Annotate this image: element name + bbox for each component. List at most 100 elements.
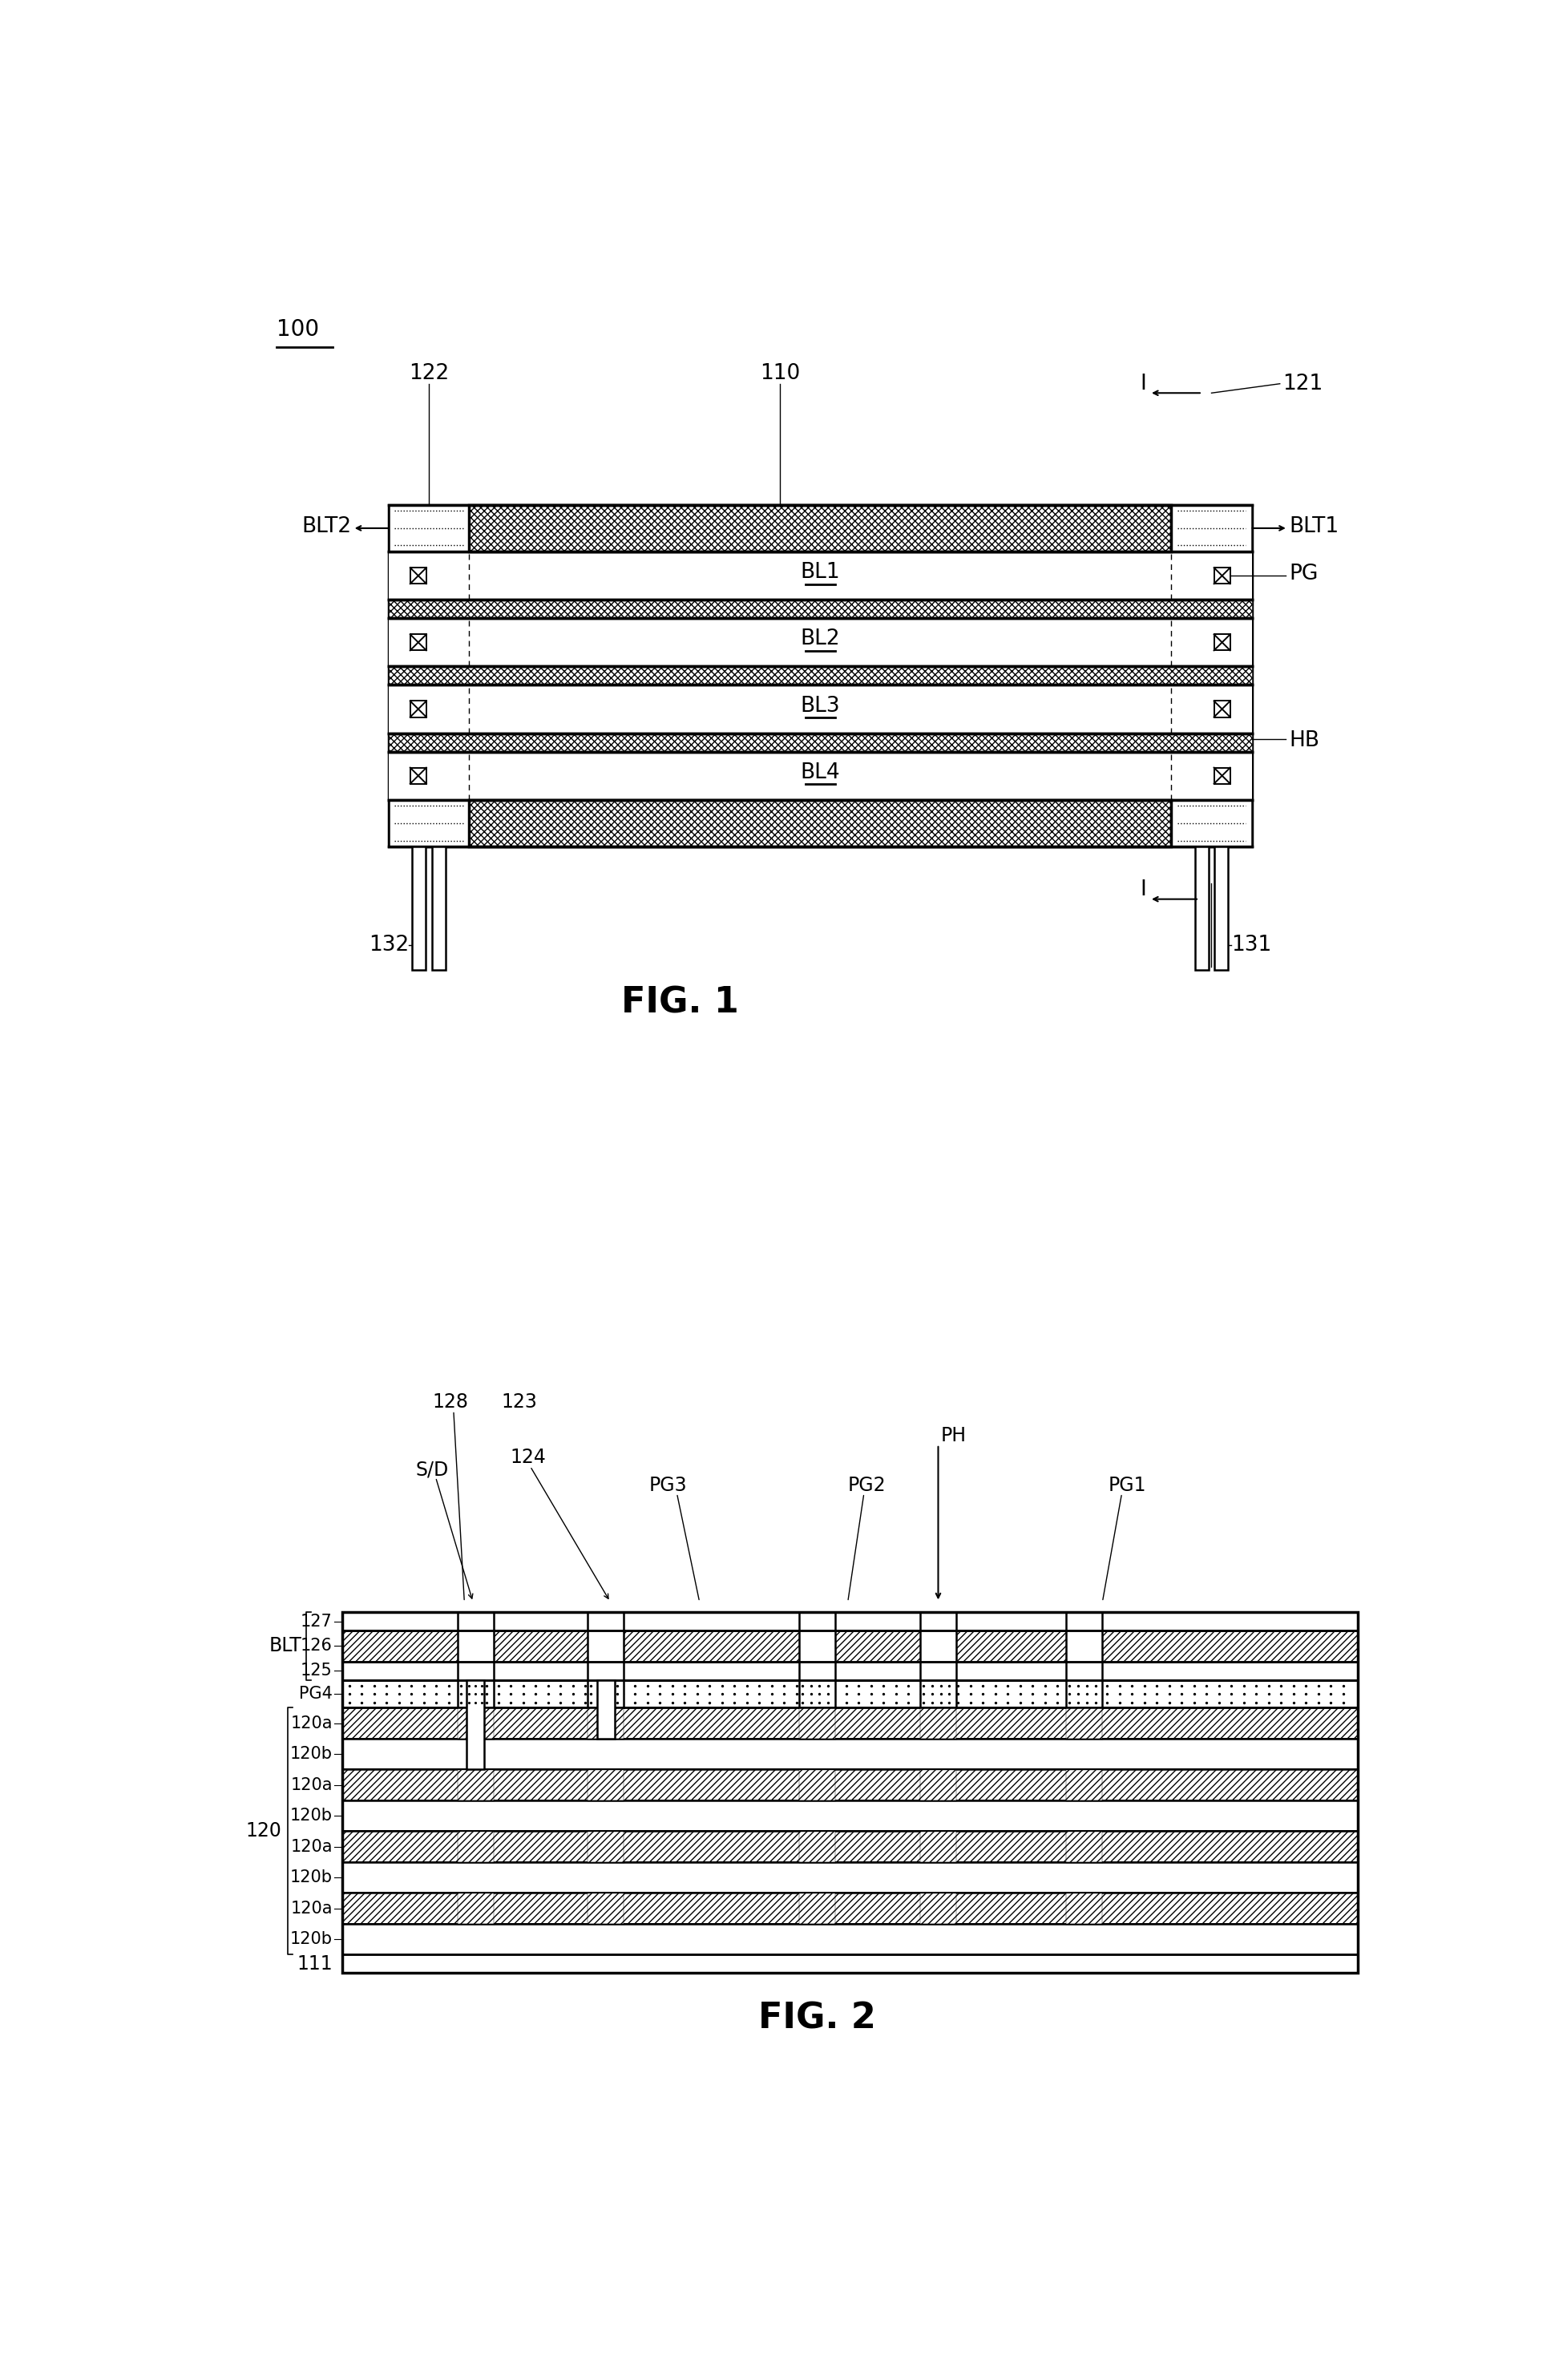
Bar <box>389 600 1252 619</box>
Bar <box>342 1892 1357 1923</box>
Bar <box>799 1709 835 1740</box>
Bar <box>597 1680 614 1740</box>
Bar <box>342 1611 1357 1630</box>
Bar <box>342 1611 1357 1973</box>
Bar <box>389 505 469 552</box>
Bar <box>412 847 426 971</box>
Bar <box>469 800 1171 847</box>
Bar <box>342 1954 1357 1973</box>
Bar <box>342 1680 1357 1709</box>
Text: 124: 124 <box>511 1447 547 1466</box>
Bar <box>1214 769 1230 783</box>
Bar <box>799 1768 835 1799</box>
Bar <box>389 685 1252 733</box>
Text: I: I <box>1139 881 1147 900</box>
Text: PH: PH <box>940 1426 967 1445</box>
Text: PG: PG <box>1290 564 1318 583</box>
Bar <box>411 635 426 650</box>
Text: FIG. 2: FIG. 2 <box>758 2002 876 2035</box>
Bar <box>469 505 1171 552</box>
Bar <box>342 1661 1357 1680</box>
Text: BLT2: BLT2 <box>301 516 351 538</box>
Text: 128: 128 <box>432 1392 469 1411</box>
Text: BL3: BL3 <box>801 695 840 716</box>
Bar <box>920 1709 956 1740</box>
Text: 123: 123 <box>501 1392 537 1411</box>
Bar <box>920 1768 956 1799</box>
Bar <box>458 1768 494 1799</box>
Bar <box>342 1861 1357 1892</box>
Bar <box>389 619 1252 666</box>
Text: 120b: 120b <box>290 1930 332 1947</box>
Text: 126: 126 <box>301 1637 332 1654</box>
Text: 120: 120 <box>246 1821 282 1840</box>
Text: 120a: 120a <box>290 1899 332 1916</box>
Bar <box>1194 847 1208 971</box>
Bar <box>588 1709 624 1740</box>
Text: 125: 125 <box>301 1664 332 1678</box>
Text: 120b: 120b <box>290 1868 332 1885</box>
Text: HB: HB <box>1290 731 1319 752</box>
Bar <box>342 1923 1357 1954</box>
Bar <box>389 752 1252 800</box>
Text: I: I <box>1139 374 1147 395</box>
Text: 122: 122 <box>409 362 450 383</box>
Text: S/D: S/D <box>415 1459 448 1480</box>
Text: BL1: BL1 <box>801 562 840 583</box>
Text: 120b: 120b <box>290 1747 332 1761</box>
Text: 120a: 120a <box>290 1840 332 1854</box>
Bar <box>588 1768 624 1799</box>
Bar <box>799 1892 835 1923</box>
Bar <box>389 552 1252 600</box>
Bar <box>1171 800 1252 847</box>
Bar <box>1214 569 1230 583</box>
Text: 120a: 120a <box>290 1716 332 1730</box>
Text: PG4: PG4 <box>299 1685 332 1702</box>
Bar <box>588 1830 624 1861</box>
Bar <box>458 1830 494 1861</box>
Text: BL4: BL4 <box>801 762 840 783</box>
Bar <box>1214 702 1230 716</box>
Text: 121: 121 <box>1283 374 1323 395</box>
Bar <box>458 1892 494 1923</box>
Bar <box>342 1740 1357 1768</box>
Bar <box>411 769 426 783</box>
Text: 120a: 120a <box>290 1778 332 1792</box>
Bar <box>389 505 1252 847</box>
Text: BLT: BLT <box>270 1637 302 1656</box>
Text: 111: 111 <box>296 1954 332 1973</box>
Bar <box>1214 635 1230 650</box>
Bar <box>342 1630 1357 1661</box>
Text: BL2: BL2 <box>801 628 840 650</box>
Bar <box>1066 1892 1102 1923</box>
Bar <box>411 569 426 583</box>
Text: 127: 127 <box>301 1614 332 1630</box>
Bar <box>920 1830 956 1861</box>
Bar <box>458 1611 494 1709</box>
Bar <box>342 1709 1357 1740</box>
Text: BLT1: BLT1 <box>1290 516 1338 538</box>
Text: PG3: PG3 <box>649 1476 686 1495</box>
Bar <box>1171 505 1252 552</box>
Bar <box>458 1709 494 1740</box>
Bar <box>411 702 426 716</box>
Text: PG2: PG2 <box>848 1476 885 1495</box>
Text: FIG. 1: FIG. 1 <box>622 985 740 1021</box>
Bar <box>342 1799 1357 1830</box>
Bar <box>799 1830 835 1861</box>
Bar <box>1066 1768 1102 1799</box>
Bar <box>467 1680 484 1768</box>
Bar <box>342 1768 1357 1799</box>
Bar <box>389 800 469 847</box>
Text: 132: 132 <box>368 935 409 957</box>
Bar <box>1066 1709 1102 1740</box>
Bar <box>432 847 445 971</box>
Text: PG1: PG1 <box>1108 1476 1147 1495</box>
Text: 110: 110 <box>760 362 799 383</box>
Bar <box>799 1611 835 1709</box>
Bar <box>342 1830 1357 1861</box>
Bar <box>469 505 1171 552</box>
Bar <box>1066 1830 1102 1861</box>
Bar <box>588 1611 624 1709</box>
Bar <box>389 666 1252 685</box>
